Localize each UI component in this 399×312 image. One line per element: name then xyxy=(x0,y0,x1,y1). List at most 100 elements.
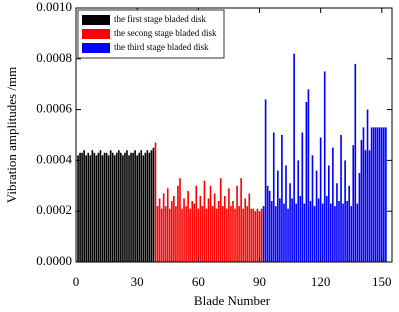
bar xyxy=(224,195,226,262)
bar xyxy=(252,208,255,262)
bar xyxy=(383,127,385,262)
bar xyxy=(264,99,267,262)
bar xyxy=(101,155,104,262)
bar xyxy=(122,155,124,262)
bar xyxy=(332,147,334,262)
bar xyxy=(126,150,128,262)
bar xyxy=(380,127,383,262)
x-axis-label: Blade Number xyxy=(194,293,271,308)
bar xyxy=(291,198,293,262)
bar xyxy=(244,198,247,262)
legend-swatch xyxy=(82,29,110,39)
bar xyxy=(164,206,167,262)
x-tick-label: 90 xyxy=(253,274,266,289)
bar xyxy=(297,160,300,262)
bar xyxy=(181,208,183,262)
y-axis-label: Vibration amplitudes /mm xyxy=(4,67,19,203)
bar xyxy=(307,89,310,262)
bar xyxy=(91,150,94,262)
bar xyxy=(356,203,359,262)
bar xyxy=(111,152,114,262)
bar xyxy=(115,152,118,262)
bar xyxy=(319,137,322,262)
bar xyxy=(201,206,204,262)
bar xyxy=(260,208,263,262)
bar xyxy=(358,173,361,262)
bar xyxy=(228,188,230,262)
bar xyxy=(352,145,355,262)
bar xyxy=(113,155,116,262)
bar xyxy=(236,185,238,262)
bar xyxy=(346,201,348,262)
bar xyxy=(262,206,265,262)
bar xyxy=(364,150,367,262)
bar xyxy=(311,155,314,262)
bar xyxy=(274,206,277,262)
x-tick-label: 150 xyxy=(372,274,392,289)
x-tick-label: 0 xyxy=(73,274,80,289)
bar xyxy=(360,140,363,262)
bar xyxy=(303,203,306,262)
bar xyxy=(79,152,81,262)
bar xyxy=(93,152,96,262)
bar xyxy=(226,208,228,262)
bar xyxy=(270,201,273,262)
bar xyxy=(87,152,90,262)
bar xyxy=(287,208,289,262)
bar xyxy=(195,185,198,262)
x-tick-label: 60 xyxy=(192,274,205,289)
bar xyxy=(197,208,200,262)
bar xyxy=(370,127,373,262)
x-tick-label: 30 xyxy=(131,274,144,289)
bar xyxy=(136,155,138,262)
bar xyxy=(246,206,249,262)
bar xyxy=(160,208,163,262)
y-tick-label: 0.0002 xyxy=(36,202,72,217)
bar xyxy=(77,155,79,262)
bar xyxy=(238,206,240,262)
bar xyxy=(325,195,328,262)
bar xyxy=(301,132,304,262)
bar xyxy=(315,170,318,262)
bar xyxy=(313,206,316,262)
bar xyxy=(342,203,344,262)
bar xyxy=(211,206,214,262)
bar xyxy=(140,150,143,262)
legend-label: the secong stage bladed disk xyxy=(114,28,217,38)
bar xyxy=(138,152,141,262)
bar xyxy=(285,165,287,262)
bar xyxy=(338,201,340,262)
bar xyxy=(158,198,161,262)
bar xyxy=(154,142,157,262)
bar xyxy=(152,147,155,262)
bar xyxy=(205,208,208,262)
bar xyxy=(334,206,336,262)
bar xyxy=(187,190,189,262)
bar xyxy=(103,152,106,262)
bar xyxy=(289,183,291,262)
bar xyxy=(120,152,122,262)
bar xyxy=(81,152,83,262)
bar xyxy=(258,211,261,262)
bar xyxy=(171,201,173,262)
bar xyxy=(142,155,145,262)
y-tick-label: 0.0008 xyxy=(36,50,72,65)
bar xyxy=(299,195,302,262)
legend-label: the first stage bladed disk xyxy=(114,14,206,24)
bar xyxy=(305,101,308,262)
bar xyxy=(234,208,236,262)
bar xyxy=(321,203,324,262)
bar xyxy=(175,206,177,262)
bar xyxy=(124,152,126,262)
bar xyxy=(268,190,271,262)
bar xyxy=(323,71,326,262)
bar xyxy=(327,165,330,262)
y-tick-label: 0.0004 xyxy=(36,151,72,166)
bar xyxy=(97,152,100,262)
bar xyxy=(177,185,179,262)
bar xyxy=(219,178,222,262)
bar xyxy=(385,127,387,262)
bar xyxy=(203,180,206,262)
